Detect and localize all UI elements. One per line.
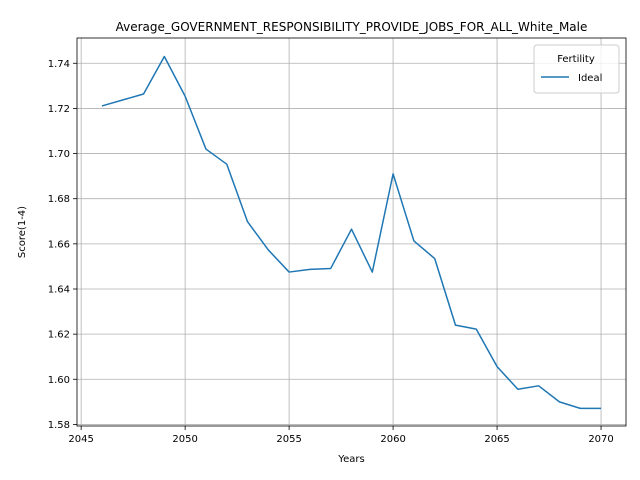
x-tick-label: 2065 — [484, 434, 509, 445]
x-tick-label: 2070 — [588, 434, 613, 445]
grid — [77, 38, 626, 426]
y-tick-label: 1.60 — [48, 375, 70, 386]
y-tick-label: 1.64 — [48, 284, 70, 295]
legend-box — [533, 44, 620, 94]
y-tick-label: 1.66 — [48, 239, 70, 250]
chart-title: Average_GOVERNMENT_RESPONSIBILITY_PROVID… — [116, 20, 588, 34]
x-axis-title: Years — [337, 454, 364, 465]
x-tick-label: 2055 — [276, 434, 301, 445]
legend-title: Fertility — [557, 54, 595, 65]
series-layer — [101, 55, 602, 410]
y-tick-label: 1.62 — [48, 330, 70, 341]
plot-frame — [76, 37, 627, 427]
y-axis: 1.58 1.60 1.62 1.64 1.66 1.68 1.70 1.72 1.74 — [48, 59, 77, 431]
y-tick-label: 1.74 — [48, 59, 70, 70]
x-axis: 2045 2050 2055 2060 2065 2070 — [68, 426, 614, 445]
x-tick-label: 2060 — [380, 434, 405, 445]
series-line-ideal — [101, 55, 602, 410]
y-tick-label: 1.68 — [48, 194, 70, 205]
y-tick-label: 1.72 — [48, 104, 70, 115]
y-tick-label: 1.70 — [48, 149, 70, 160]
y-axis-title: Score(1-4) — [17, 206, 28, 258]
x-tick-label: 2050 — [172, 434, 197, 445]
legend-entry-label: Ideal — [578, 73, 602, 84]
legend: Fertility Ideal — [533, 44, 620, 94]
y-tick-label: 1.58 — [48, 420, 70, 431]
x-tick-label: 2045 — [68, 434, 93, 445]
